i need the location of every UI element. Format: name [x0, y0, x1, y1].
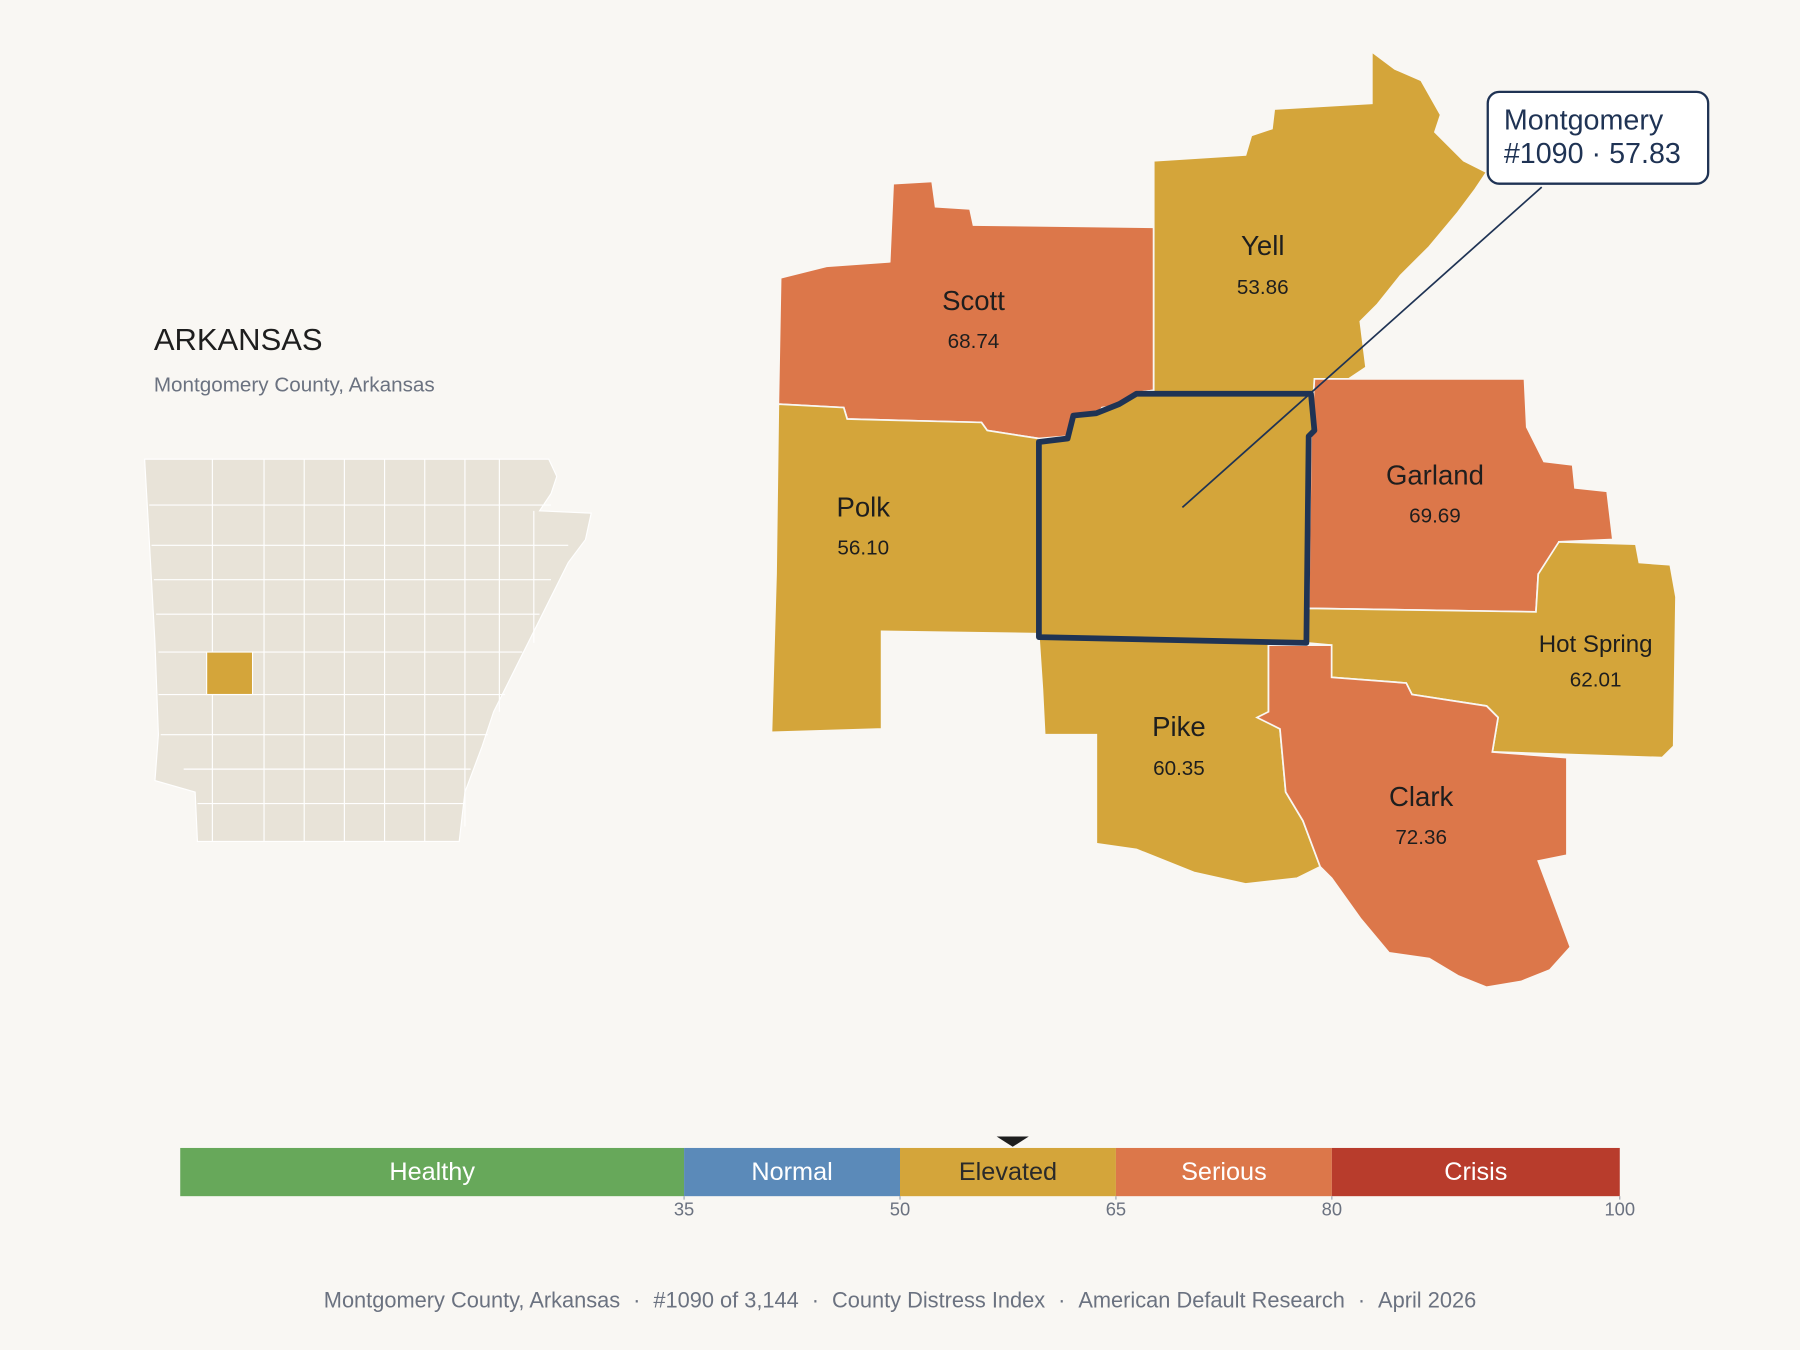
legend-band-label: Crisis — [1444, 1158, 1507, 1186]
footer-separator: · — [1358, 1288, 1365, 1313]
footer-item: Montgomery County, Arkansas — [324, 1288, 621, 1313]
state-title: ARKANSAS — [154, 322, 323, 357]
footer-item: #1090 of 3,144 — [653, 1288, 798, 1313]
footer: Montgomery County, Arkansas · #1090 of 3… — [324, 1288, 1476, 1313]
legend-marker — [996, 1136, 1029, 1147]
county-name: Polk — [836, 492, 890, 523]
legend-band — [900, 1147, 1116, 1197]
legend-band-label: Elevated — [959, 1158, 1057, 1186]
legend-band — [1331, 1147, 1620, 1197]
county-value: 68.74 — [948, 330, 1000, 353]
county-value: 56.10 — [837, 536, 889, 559]
footer-item: American Default Research — [1078, 1288, 1345, 1313]
county-name: Garland — [1386, 459, 1484, 490]
county-value: 53.86 — [1237, 276, 1289, 299]
footer-separator: · — [633, 1288, 640, 1313]
legend-band — [684, 1147, 900, 1197]
county-value: 62.01 — [1570, 668, 1622, 691]
county-name: Hot Spring — [1539, 631, 1653, 658]
callout-leader — [1181, 186, 1543, 509]
legend-band — [180, 1147, 685, 1197]
inset-county-lines — [149, 459, 569, 842]
county-name: Yell — [1241, 230, 1284, 261]
county-name: Clark — [1389, 781, 1454, 812]
county-map: Scott 68.74 Yell 53.86 Polk 56.10 Garlan… — [770, 49, 1677, 989]
callout: Montgomery #1090 · 57.83 — [1181, 90, 1710, 509]
footer-item: County Distress Index — [832, 1288, 1045, 1313]
callout-detail: #1090 · 57.83 — [1504, 138, 1681, 170]
legend-tick-label: 80 — [1322, 1199, 1342, 1220]
legend-band-label: Serious — [1181, 1158, 1267, 1186]
subtitle: Montgomery County, Arkansas — [154, 373, 435, 396]
legend-tick-label: 100 — [1604, 1199, 1635, 1220]
state-outline — [144, 458, 592, 843]
legend-tick-label: 35 — [674, 1199, 694, 1220]
county-name: Pike — [1152, 711, 1206, 742]
inset-county-highlight — [206, 651, 254, 696]
county-name: Scott — [942, 285, 1005, 316]
legend-tick-label: 65 — [1106, 1199, 1126, 1220]
legend-tick-label: 50 — [890, 1199, 910, 1220]
footer-separator: · — [1058, 1288, 1065, 1313]
county-value: 60.35 — [1153, 757, 1205, 780]
legend: Healthy Normal Elevated Serious Crisis 35 50 65… — [180, 1136, 1635, 1220]
legend-band — [1115, 1147, 1332, 1197]
footer-separator: · — [812, 1288, 819, 1313]
county-shape-selected[interactable] — [1036, 390, 1318, 646]
legend-band-label: Normal — [751, 1158, 832, 1186]
county-value: 69.69 — [1409, 504, 1461, 527]
legend-band-label: Healthy — [389, 1158, 475, 1186]
footer-item: April 2026 — [1378, 1288, 1476, 1313]
state-inset — [144, 458, 592, 843]
callout-box — [1486, 90, 1710, 185]
county-value: 72.36 — [1395, 826, 1447, 849]
callout-name: Montgomery — [1504, 105, 1664, 137]
county-shape — [1255, 644, 1572, 989]
